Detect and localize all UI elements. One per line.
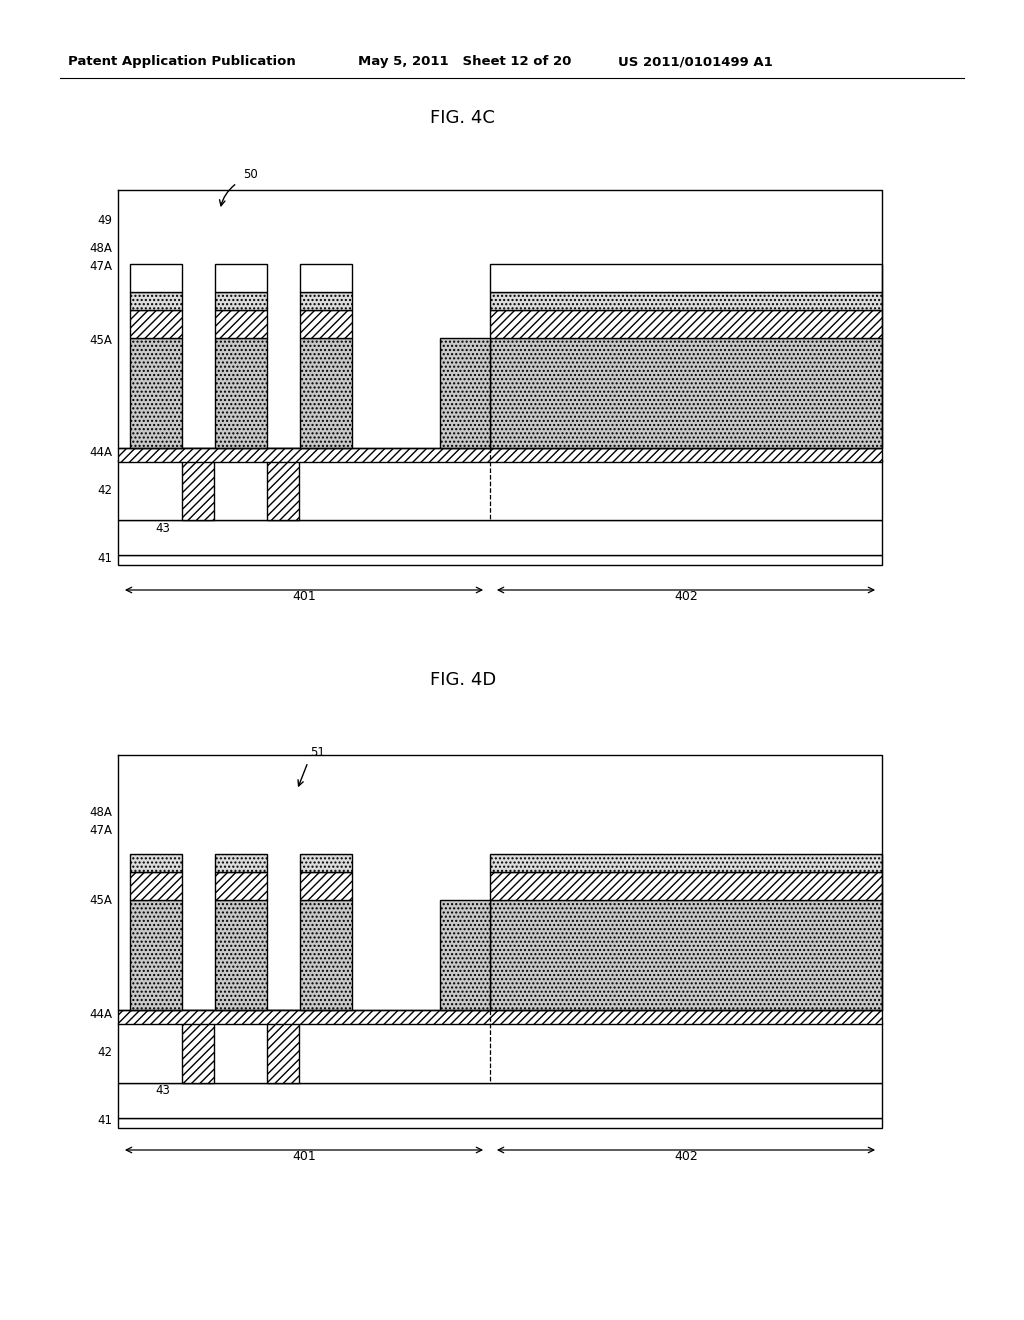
Bar	[182, 1010, 214, 1082]
Bar	[440, 900, 490, 1010]
Bar	[490, 310, 882, 338]
Text: 44A: 44A	[89, 1008, 112, 1022]
Bar	[118, 1118, 882, 1129]
Text: 48A: 48A	[89, 242, 112, 255]
Text: 45A: 45A	[89, 334, 112, 346]
Text: 41: 41	[97, 1114, 112, 1127]
Bar	[215, 292, 267, 310]
Bar	[490, 873, 882, 900]
Text: 42: 42	[97, 483, 112, 496]
Bar	[215, 854, 267, 873]
Bar	[300, 900, 352, 1010]
Text: 50: 50	[243, 169, 258, 181]
Text: 43: 43	[155, 521, 170, 535]
Bar	[300, 854, 352, 873]
Bar	[118, 1082, 882, 1118]
Bar	[267, 447, 299, 520]
Text: 47A: 47A	[89, 260, 112, 272]
Bar	[130, 292, 182, 310]
Bar	[118, 1023, 882, 1082]
Text: 51: 51	[310, 746, 325, 759]
Bar	[118, 459, 882, 520]
Text: Patent Application Publication: Patent Application Publication	[68, 55, 296, 69]
Text: FIG. 4D: FIG. 4D	[430, 671, 497, 689]
Text: 402: 402	[674, 1151, 698, 1163]
Bar	[130, 900, 182, 1010]
Bar	[130, 264, 182, 292]
Bar	[215, 310, 267, 338]
Text: FIG. 4C: FIG. 4C	[430, 110, 495, 127]
Bar	[440, 338, 490, 447]
Text: May 5, 2011   Sheet 12 of 20: May 5, 2011 Sheet 12 of 20	[358, 55, 571, 69]
Bar	[130, 854, 182, 873]
Bar	[300, 310, 352, 338]
Bar	[130, 310, 182, 338]
Bar	[118, 520, 882, 554]
Bar	[182, 447, 214, 520]
Text: 401: 401	[292, 590, 315, 603]
Bar	[490, 292, 882, 310]
Bar	[300, 292, 352, 310]
Bar	[215, 873, 267, 900]
Bar	[215, 338, 267, 447]
Bar	[300, 264, 352, 292]
Text: 48A: 48A	[89, 805, 112, 818]
Bar	[118, 447, 882, 462]
Text: 45A: 45A	[89, 894, 112, 907]
Text: 402: 402	[674, 590, 698, 603]
Bar	[130, 338, 182, 447]
Bar	[300, 873, 352, 900]
Bar	[490, 900, 882, 1010]
Text: 43: 43	[155, 1084, 170, 1097]
Bar	[267, 1010, 299, 1082]
Bar	[215, 900, 267, 1010]
Bar	[490, 338, 882, 447]
Bar	[118, 554, 882, 565]
Bar	[490, 854, 882, 873]
Text: 49: 49	[97, 214, 112, 227]
Text: US 2011/0101499 A1: US 2011/0101499 A1	[618, 55, 773, 69]
Text: 44A: 44A	[89, 446, 112, 459]
Text: 401: 401	[292, 1151, 315, 1163]
Bar	[130, 873, 182, 900]
Bar	[490, 264, 882, 292]
Bar	[215, 264, 267, 292]
Text: 41: 41	[97, 552, 112, 565]
Text: 47A: 47A	[89, 824, 112, 837]
Bar	[300, 338, 352, 447]
Bar	[118, 1010, 882, 1024]
Text: 42: 42	[97, 1047, 112, 1060]
